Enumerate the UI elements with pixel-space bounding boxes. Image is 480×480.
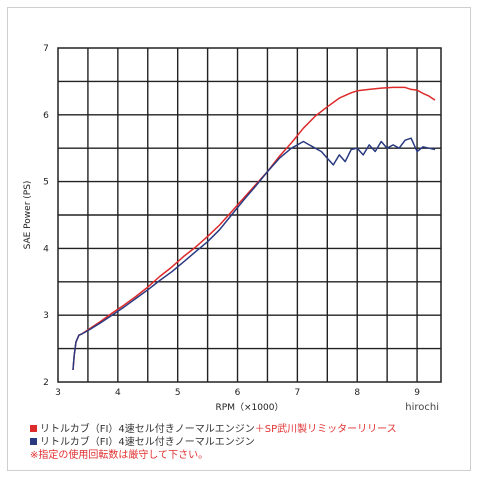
- y-tick-label: 3: [43, 311, 49, 321]
- x-tick-label: 4: [115, 388, 121, 398]
- x-tick-label: 3: [55, 388, 61, 398]
- x-tick-label: 7: [295, 388, 301, 398]
- series-line-red: [72, 86, 436, 371]
- blue-swatch: [30, 438, 37, 445]
- y-tick-label: 6: [43, 111, 49, 121]
- legend-item-blue: リトルカブ（FI）4速セル付きノーマルエンジン: [30, 437, 255, 449]
- legend-blue-label: リトルカブ（FI）4速セル付きノーマルエンジン: [40, 437, 255, 448]
- red-swatch: [30, 425, 37, 432]
- legend-red-label: リトルカブ（FI）4速セル付きノーマルエンジン: [40, 424, 255, 435]
- x-tick-label: 5: [175, 388, 181, 398]
- legend-item-red: リトルカブ（FI）4速セル付きノーマルエンジン＋SP武川製リミッターリリース: [30, 424, 397, 436]
- y-tick-label: 4: [43, 244, 49, 254]
- series-line-blue: [72, 137, 436, 371]
- usage-note: ※指定の使用回転数は厳守して下さい。: [30, 450, 209, 461]
- x-axis-label: RPM（×1000）: [216, 402, 284, 413]
- y-tick-label: 2: [43, 378, 49, 388]
- x-tick-label: 9: [414, 388, 420, 398]
- x-tick-label: 8: [354, 388, 360, 398]
- watermark-text: hirochi: [405, 402, 439, 413]
- x-tick-label: 6: [235, 388, 241, 398]
- legend-red-highlight: ＋SP武川製リミッターリリース: [254, 424, 397, 435]
- y-tick-label: 7: [43, 44, 49, 54]
- y-tick-label: 5: [43, 178, 49, 188]
- y-axis-label: SAE Power (PS): [23, 181, 33, 250]
